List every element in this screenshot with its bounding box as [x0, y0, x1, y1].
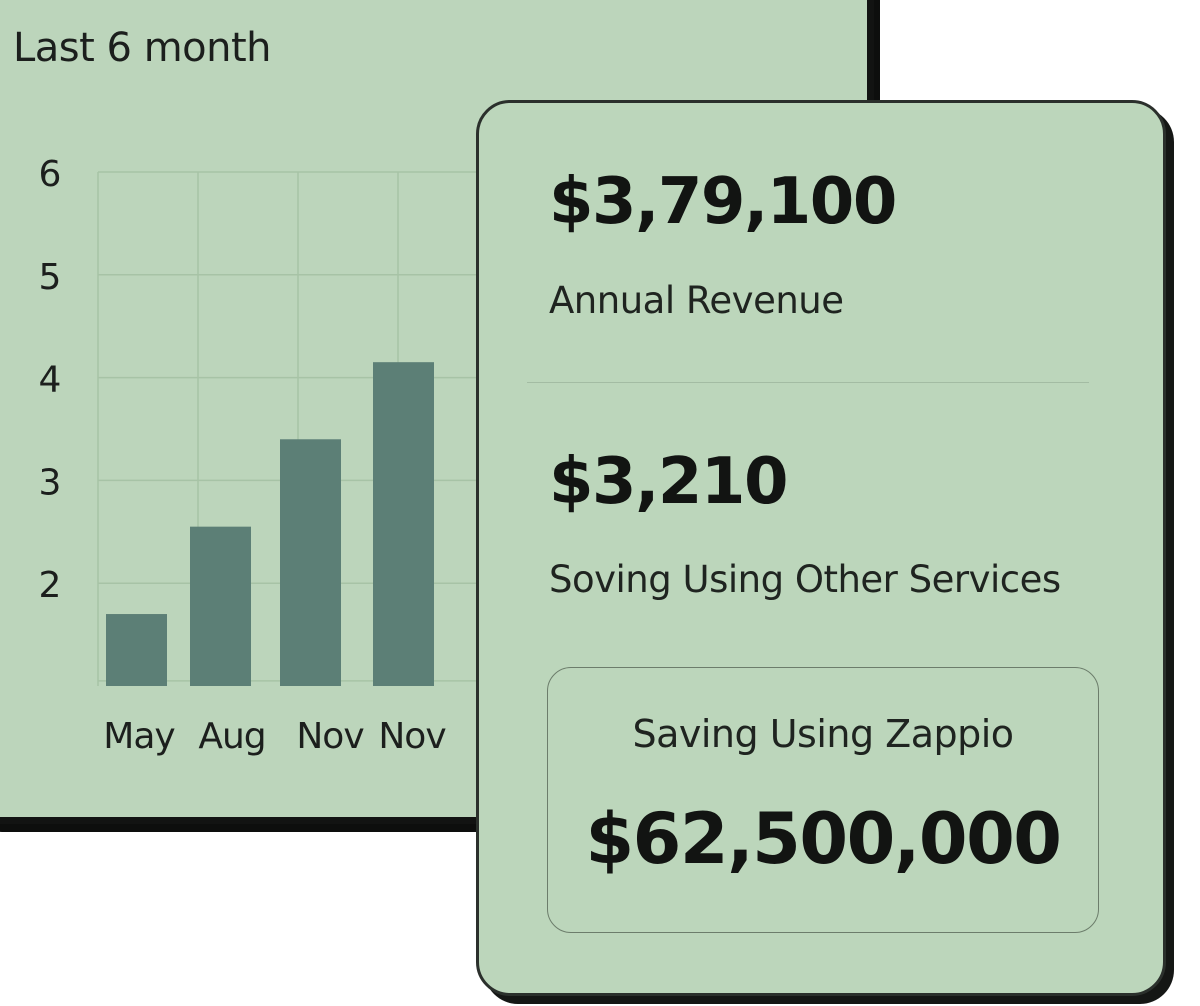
y-tick-label: 2 — [39, 565, 62, 606]
stats-card: $3,79,100 Annual Revenue $3,210 Soving U… — [476, 100, 1166, 996]
bar — [190, 526, 251, 686]
stats-divider — [527, 382, 1089, 383]
bar-chart: 2 3 4 5 6 May Aug Nov Nov — [39, 154, 694, 757]
bar — [280, 439, 341, 686]
y-tick-label: 4 — [39, 360, 62, 401]
y-tick-label: 6 — [39, 154, 62, 195]
y-tick-label: 5 — [39, 257, 62, 298]
annual-revenue-label: Annual Revenue — [549, 279, 844, 322]
annual-revenue-value: $3,79,100 — [549, 165, 897, 239]
x-tick-label: Nov — [378, 716, 446, 757]
x-tick-label: May — [103, 716, 175, 757]
chart-title: Last 6 month — [13, 25, 272, 71]
zappio-savings-value: $62,500,000 — [585, 798, 1062, 880]
y-tick-label: 3 — [39, 462, 62, 503]
zappio-savings-box: Saving Using Zappio $62,500,000 — [547, 667, 1099, 933]
other-services-value: $3,210 — [549, 445, 788, 519]
bar — [373, 362, 434, 686]
other-services-label: Soving Using Other Services — [549, 558, 1061, 601]
x-tick-label: Nov — [296, 716, 364, 757]
zappio-savings-label: Saving Using Zappio — [632, 712, 1014, 756]
bar — [106, 614, 167, 686]
x-tick-label: Aug — [198, 716, 265, 757]
